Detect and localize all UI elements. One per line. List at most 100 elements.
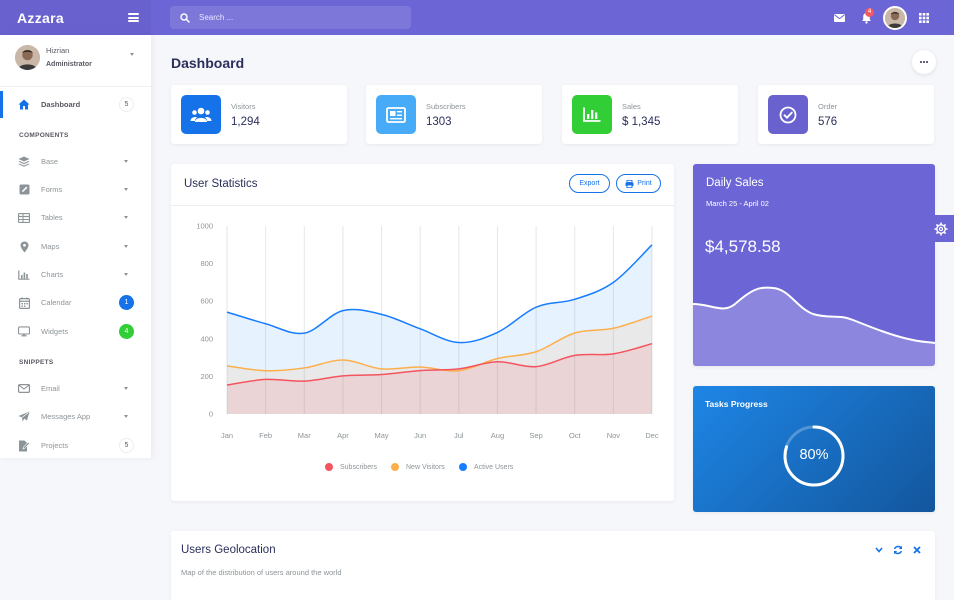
series-area-new-visitors <box>227 316 652 414</box>
menu-toggle-icon[interactable] <box>128 13 139 22</box>
sidebar-item-widgets[interactable]: Widgets 4 <box>0 318 151 345</box>
legend-label: Active Users <box>474 463 514 471</box>
quick-actions-button[interactable] <box>916 0 932 35</box>
map-marker-icon <box>18 241 30 253</box>
stat-card-subscribers: Subscribers 1303 <box>366 85 542 144</box>
paper-plane-icon <box>18 411 30 423</box>
card-title: Daily Sales <box>706 177 764 189</box>
sidebar-item-tables[interactable]: Tables <box>0 204 151 231</box>
stat-label: Order <box>818 102 838 111</box>
sidebar-item-charts[interactable]: Charts <box>0 261 151 288</box>
caret-down-icon <box>124 273 128 276</box>
legend-item-subscribers[interactable]: Subscribers <box>325 463 377 471</box>
navbar: 4 <box>151 0 954 35</box>
sidebar-item-calendar[interactable]: Calendar 1 <box>0 289 151 316</box>
legend-item-active-users[interactable]: Active Users <box>459 463 513 471</box>
messages-button[interactable] <box>830 0 848 35</box>
caret-down-icon <box>124 216 128 219</box>
progress-percent: 80% <box>799 447 829 463</box>
stat-value: $ 1,345 <box>622 116 661 128</box>
bar-chart-icon <box>18 269 30 281</box>
section-heading-snippets: SNIPPETS <box>19 359 54 366</box>
stat-label: Subscribers <box>426 102 466 111</box>
avatar[interactable] <box>883 5 907 30</box>
series-line-subscribers <box>226 342 653 386</box>
user-menu[interactable] <box>882 0 908 35</box>
refresh-icon[interactable] <box>893 545 903 555</box>
sidebar-item-label: Calendar <box>41 298 72 307</box>
more-options-button[interactable] <box>912 50 936 74</box>
sidebar-item-maps[interactable]: Maps <box>0 233 151 260</box>
section-heading-components: COMPONENTS <box>19 132 69 139</box>
x-tick-label: Oct <box>569 431 582 440</box>
sidebar-item-label: Forms <box>41 185 63 194</box>
sales-wave <box>693 286 935 366</box>
count-badge: 5 <box>119 438 134 453</box>
check-circle-icon <box>768 95 808 134</box>
sidebar-item-base[interactable]: Base <box>0 148 151 175</box>
stat-value: 1,294 <box>231 116 260 128</box>
legend-item-new-visitors[interactable]: New Visitors <box>391 463 445 471</box>
legend-label: Subscribers <box>340 463 377 471</box>
caret-down-icon <box>124 415 128 418</box>
gear-icon <box>934 222 947 235</box>
sidebar-item-label: Widgets <box>41 327 69 336</box>
x-tick-label: Aug <box>491 431 504 440</box>
y-tick-label: 800 <box>200 259 213 268</box>
daily-sales-card: Daily Sales March 25 - April 02 $4,578.5… <box>693 164 935 366</box>
divider <box>171 205 674 206</box>
caret-down-icon <box>124 160 128 163</box>
avatar[interactable] <box>15 45 40 70</box>
card-title: Tasks Progress <box>705 399 768 409</box>
export-label: Export <box>579 180 600 187</box>
sidebar-item-forms[interactable]: Forms <box>0 176 151 203</box>
user-profile[interactable]: Hizrian Administrator <box>0 35 151 87</box>
search-input[interactable] <box>199 13 389 22</box>
x-tick-label: Nov <box>607 431 621 440</box>
caret-down-icon <box>124 245 128 248</box>
y-tick-label: 600 <box>200 297 213 306</box>
chevron-down-icon[interactable] <box>130 53 134 56</box>
sidebar-item-messages-app[interactable]: Messages App <box>0 403 151 430</box>
sidebar-item-email[interactable]: Email <box>0 375 151 402</box>
export-button[interactable]: Export <box>569 174 610 193</box>
x-tick-label: Sep <box>529 431 542 440</box>
user-name: Hizrian <box>46 46 70 55</box>
x-tick-label: Mar <box>298 431 311 440</box>
app-logo[interactable]: Azzara <box>17 9 64 26</box>
notifications-button[interactable]: 4 <box>857 0 875 35</box>
count-badge: 1 <box>119 295 134 310</box>
series-line-active-users <box>226 244 653 344</box>
sales-amount: $4,578.58 <box>705 237 781 256</box>
x-tick-label: Jul <box>454 431 464 440</box>
search-icon[interactable] <box>180 12 190 23</box>
sidebar-item-dashboard[interactable]: Dashboard 5 <box>0 91 151 118</box>
card-subtitle: Map of the distribution of users around … <box>181 568 342 577</box>
y-tick-label: 200 <box>200 372 213 381</box>
settings-toggle-button[interactable] <box>927 215 954 242</box>
calendar-icon <box>18 296 30 309</box>
stat-card-visitors: Visitors 1,294 <box>171 85 347 144</box>
print-button[interactable]: Print <box>616 174 661 193</box>
close-icon[interactable] <box>913 546 921 554</box>
pen-square-icon <box>18 184 30 196</box>
card-title: User Statistics <box>184 178 258 190</box>
sidebar-item-label: Base <box>41 157 59 166</box>
series-area-subscribers <box>227 343 652 414</box>
caret-down-icon <box>124 188 128 191</box>
legend-swatch <box>391 463 399 471</box>
progress-ring <box>783 425 845 487</box>
legend-swatch <box>459 463 467 471</box>
print-label: Print <box>637 180 652 187</box>
sidebar-item-label: Projects <box>41 441 69 450</box>
date-range: March 25 - April 02 <box>706 199 769 208</box>
chevron-down-icon[interactable] <box>875 547 883 553</box>
print-icon <box>625 179 634 188</box>
grid-icon <box>919 12 929 23</box>
envelope-icon <box>833 13 845 22</box>
sidebar-item-projects[interactable]: Projects 5 <box>0 432 151 459</box>
logo-header: Azzara <box>0 0 151 35</box>
sidebar-item-label: Tables <box>41 213 63 222</box>
envelope-icon <box>18 383 30 395</box>
x-tick-label: Dec <box>645 431 659 440</box>
